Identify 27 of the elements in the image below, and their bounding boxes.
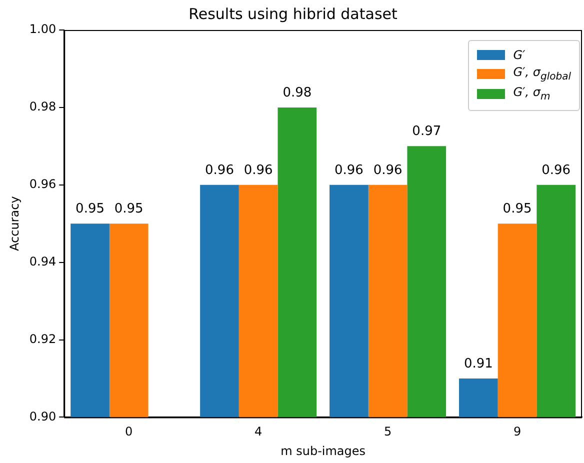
chart-title: Results using hibrid dataset [188, 4, 398, 23]
x-tick-label: 5 [384, 424, 392, 439]
x-axis-title: m sub-images [280, 444, 366, 458]
y-tick-label: 1.00 [29, 22, 56, 36]
y-axis-title: Accuracy [7, 196, 22, 251]
data-label: 0.95 [502, 201, 532, 216]
legend-label: G′, σ$_{global}$ [513, 65, 571, 82]
data-label: 0.98 [282, 85, 312, 100]
data-label: 0.91 [464, 356, 493, 372]
legend-label: G′, σ$_{m}$ [513, 85, 550, 103]
x-tick-label: 0 [125, 424, 133, 439]
y-tick-label: 0.92 [29, 332, 56, 346]
data-label: 0.96 [373, 162, 402, 178]
data-label: 0.96 [334, 162, 364, 178]
y-tick-label: 0.90 [29, 409, 56, 424]
y-tick-label: 0.96 [29, 177, 56, 192]
data-label: 0.96 [542, 162, 571, 178]
x-tick-label: 9 [513, 424, 522, 439]
data-label: 0.96 [244, 162, 273, 178]
data-label: 0.95 [76, 201, 104, 216]
legend-label: G′ [513, 48, 526, 62]
data-label: 0.97 [412, 124, 442, 140]
y-tick-label: 0.98 [29, 100, 56, 114]
y-tick-label: 0.94 [29, 254, 56, 268]
x-tick-label: 4 [254, 424, 262, 439]
data-label: 0.96 [205, 162, 234, 178]
data-label: 0.95 [114, 201, 144, 216]
